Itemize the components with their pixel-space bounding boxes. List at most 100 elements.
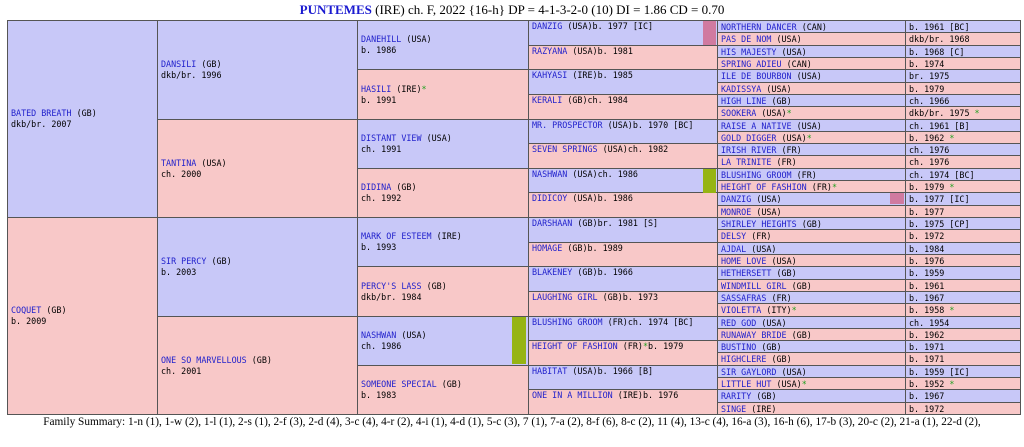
country-code: (USA): [572, 46, 598, 56]
horse-name-link[interactable]: TANTINA: [161, 157, 197, 168]
horse-name-link[interactable]: ONE SO MARVELLOUS: [161, 354, 247, 365]
horse-name-link[interactable]: DANZIG: [532, 21, 563, 31]
horse-name-link[interactable]: MONROE: [721, 207, 752, 217]
horse-name-link[interactable]: HEIGHT OF FASHION: [532, 341, 618, 351]
horse-name-link[interactable]: SEVEN SPRINGS: [532, 144, 598, 154]
horse-entry: GOLD DIGGER (USA)*: [721, 133, 812, 143]
birth-info: b. 1968 [C]: [909, 47, 965, 57]
horse-name-link[interactable]: DELSY: [721, 231, 747, 241]
country-code: (GB): [211, 256, 232, 266]
gen2-cell: DANSILI (GB) dkb/br. 1996: [157, 20, 358, 120]
country-code: (USA): [781, 367, 807, 377]
gen5-cell: DANZIG (USA): [717, 192, 906, 206]
horse-name-link[interactable]: LAUGHING GIRL: [532, 292, 598, 302]
horse-name-link[interactable]: KADISSYA: [721, 84, 762, 94]
gen5-cell: LA TRINITE (FR): [717, 155, 906, 169]
horse-name-link[interactable]: SHIRLEY HEIGHTS: [721, 219, 797, 229]
horse-name-link[interactable]: NASHWAN: [361, 330, 397, 340]
horse-name-link[interactable]: RUNAWAY BRIDE: [721, 330, 787, 340]
star-marker: *: [831, 182, 837, 192]
horse-name-link[interactable]: RAZYANA: [532, 46, 568, 56]
gen5-info-cell: b. 1972: [905, 229, 1021, 243]
horse-name-link[interactable]: HIS MAJESTY: [721, 47, 777, 57]
horse-name-link[interactable]: KERALI: [532, 95, 563, 105]
birth-info: b. 1971: [909, 342, 945, 352]
horse-name-link[interactable]: BATED BREATH: [11, 108, 72, 118]
gen3-cell: MARK OF ESTEEM (IRE) b. 1993: [357, 217, 529, 267]
family-summary: Family Summary: 1-n (1), 1-w (2), 1-l (1…: [43, 416, 981, 428]
horse-name-link[interactable]: DARSHAAN: [532, 218, 573, 228]
horse-name-link[interactable]: HEIGHT OF FASHION: [721, 182, 807, 192]
horse-name-link[interactable]: PERCY'S LASS: [361, 280, 422, 291]
birth-info: b. 1974: [909, 59, 945, 69]
horse-name-link[interactable]: NASHWAN: [532, 169, 568, 179]
horse-name-link[interactable]: AJDAL: [721, 244, 747, 254]
horse-name-link[interactable]: GOLD DIGGER: [721, 133, 777, 143]
horse-entry: SHIRLEY HEIGHTS (GB): [721, 219, 822, 229]
horse-name-link[interactable]: PAS DE NOM: [721, 34, 772, 44]
horse-name-link[interactable]: HABITAT: [532, 366, 568, 376]
horse-name-link[interactable]: DANSILI: [161, 59, 197, 69]
horse-name-link[interactable]: HASILI: [361, 83, 392, 94]
horse-name-link[interactable]: MARK OF ESTEEM: [361, 231, 432, 241]
horse-name-link[interactable]: HIGHCLERE: [721, 354, 767, 364]
horse-name-link[interactable]: HOME LOVE: [721, 256, 767, 266]
horse-name-link[interactable]: VIOLETTA: [721, 305, 762, 315]
horse-name-link[interactable]: BLUSHING GROOM: [721, 170, 792, 180]
country-code: (ITY): [766, 305, 792, 315]
horse-name-link[interactable]: SOMEONE SPECIAL: [361, 379, 437, 389]
horse-name-link[interactable]: HOMAGE: [532, 243, 563, 253]
birth-info: b. 1981: [597, 46, 633, 56]
horse-name-link[interactable]: MR. PROSPECTOR: [532, 120, 603, 130]
horse-name-link[interactable]: RARITY: [721, 391, 752, 401]
gen4-cell: DARSHAAN (GB)br. 1981 [S]: [528, 217, 718, 243]
horse-name-link[interactable]: NORTHERN DANCER: [721, 22, 797, 32]
horse-name-link[interactable]: BLAKENEY: [532, 267, 573, 277]
gen5-cell: SOOKERA (USA)*: [717, 106, 906, 120]
birth-info: ch. 1991: [361, 144, 402, 154]
country-code: (GB): [46, 305, 67, 315]
horse-name-link[interactable]: RAISE A NATIVE: [721, 121, 792, 131]
horse-name-link[interactable]: ONE IN A MILLION: [532, 390, 613, 400]
horse-name-link[interactable]: IRISH RIVER: [721, 145, 777, 155]
country-code: (USA): [572, 169, 598, 179]
horse-name-link[interactable]: SINGE: [721, 404, 747, 414]
horse-entry: DANEHILL (USA): [361, 34, 525, 45]
horse-name-link[interactable]: WINDMILL GIRL: [721, 281, 787, 291]
inbreeding-marker: [703, 21, 716, 45]
star-marker: *: [944, 305, 955, 315]
horse-name-link[interactable]: HETHERSETT: [721, 268, 772, 278]
country-code: (USA): [572, 193, 598, 203]
horse-name-link[interactable]: KAHYASI: [532, 70, 568, 80]
horse-name-link[interactable]: DANEHILL: [361, 34, 402, 44]
horse-name-link[interactable]: SOOKERA: [721, 108, 757, 118]
horse-name-link[interactable]: BUSTINO: [721, 342, 757, 352]
gen4-cell: HEIGHT OF FASHION (FR)*b. 1979: [528, 340, 718, 366]
horse-name-link[interactable]: ILE DE BOURBON: [721, 71, 792, 81]
birth-info: b. 2009: [11, 316, 47, 326]
horse-entry: BATED BREATH (GB): [11, 108, 154, 119]
horse-name-link[interactable]: DISTANT VIEW: [361, 133, 422, 143]
horse-entry: SINGE (IRE): [721, 404, 776, 414]
horse-name-link[interactable]: COQUET: [11, 305, 42, 315]
horse-name-link[interactable]: SIR GAYLORD: [721, 367, 777, 377]
horse-name-link[interactable]: LITTLE HUT: [721, 379, 772, 389]
star-marker: *: [944, 182, 955, 192]
horse-name-link[interactable]: SIR PERCY: [161, 256, 207, 266]
horse-name-link[interactable]: DANZIG: [721, 194, 752, 204]
horse-name-link[interactable]: PUNTEMES: [299, 2, 372, 17]
horse-name-link[interactable]: LA TRINITE: [721, 157, 772, 167]
horse-name-link[interactable]: DIDICOY: [532, 193, 568, 203]
horse-name-link[interactable]: SPRING ADIEU: [721, 59, 782, 69]
country-code: (GB): [567, 95, 588, 105]
horse-name-link[interactable]: DIDINA: [361, 182, 392, 192]
star-marker: *: [944, 133, 955, 143]
horse-name-link[interactable]: HIGH LINE: [721, 96, 767, 106]
country-code: (USA): [756, 194, 782, 204]
horse-name-link[interactable]: SASSAFRAS: [721, 293, 767, 303]
birth-info: b. 1976: [909, 256, 945, 266]
birth-info: b. 1973: [622, 292, 659, 302]
horse-name-link[interactable]: BLUSHING GROOM: [532, 317, 603, 327]
birth-info: ch. 2001: [161, 365, 202, 376]
horse-name-link[interactable]: RED GOD: [721, 318, 757, 328]
